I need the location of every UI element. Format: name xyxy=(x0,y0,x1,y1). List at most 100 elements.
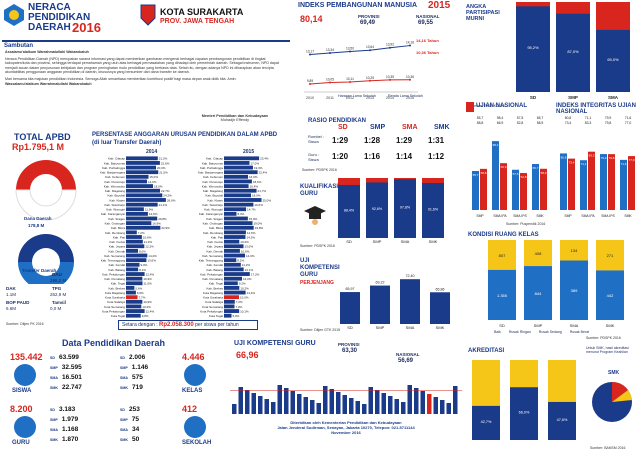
persen-value: 7,0% xyxy=(236,305,243,309)
persen-label: Kab. Klaten xyxy=(109,198,125,202)
persen-label: Kab. Wonosobo xyxy=(104,184,126,188)
siswa-row-level: SMA xyxy=(50,375,58,380)
ipm-point xyxy=(369,79,371,82)
persen-value: 10,6% xyxy=(241,249,250,253)
persen-label: Kab. Karanganyar xyxy=(101,212,125,216)
persen-label: Kab. Purbalingga xyxy=(102,166,125,170)
akred-cat: SD xyxy=(483,443,489,444)
persen-value: 12,4% xyxy=(146,272,155,276)
persen-label: Kab. Pati xyxy=(211,235,224,239)
persen-label: Kab. Banjarnegara xyxy=(198,171,223,175)
iiun-table-value: 73,4 xyxy=(565,121,572,125)
apm-cat: SMA xyxy=(608,95,619,100)
persen-bar xyxy=(126,202,158,207)
kualifikasi-panel: KUALIFIKASI GURU 88,4% SD 92,6% SMP 97,8% SMA… xyxy=(298,174,462,252)
un-bar xyxy=(472,171,479,210)
persen-value: 12,0% xyxy=(243,277,252,281)
city-name: KOTA SURAKARTA xyxy=(160,7,244,17)
iiun-chart: 80,8 71,1 79,9 71,673,4 83,3 79,8 77,080,873,4… xyxy=(560,116,635,218)
persen-label: Kota Salatiga xyxy=(107,300,125,304)
un-cat: SMA IPA xyxy=(493,214,507,218)
kondisi-leg-ringan: Rusak Ringan xyxy=(508,330,531,334)
ukgd-value: 66,96 xyxy=(236,350,259,360)
persen-bar xyxy=(126,286,135,290)
title-year: 2016 xyxy=(72,20,101,35)
persen-bar xyxy=(126,244,145,249)
persen-label: Kab. Cilacap xyxy=(206,157,223,161)
iiun-bar xyxy=(608,154,615,210)
rasio-col-sma: SMA xyxy=(402,124,418,131)
ukg-title4: PERJENJANG xyxy=(300,280,334,286)
footer-l1: Diterbitkan oleh Kementerian Pendidikan … xyxy=(290,420,402,425)
guru-icon xyxy=(14,416,36,438)
persen-value: 12,2% xyxy=(145,245,154,249)
persen-label: Kab. Demak xyxy=(108,249,125,253)
kondisi-title: KONDISI RUANG KELAS xyxy=(468,232,539,238)
persen-bar xyxy=(224,193,251,198)
ipm-nas-label: NASIONAL xyxy=(416,14,440,19)
apm-cat: SD xyxy=(530,95,537,100)
persen-panel: PERSENTASE ANGGARAN URUSAN PENDIDIKAN DA… xyxy=(88,130,288,333)
un-table-value: 58,9 xyxy=(537,121,544,125)
persen-value: 9,2% xyxy=(239,282,246,286)
ipm-legend-1: Harapan Lama Sekolah xyxy=(338,94,376,98)
persen-value: 25,0% xyxy=(263,198,272,202)
ukg-bar xyxy=(340,292,360,324)
ipm-point-label: 13,17 xyxy=(306,49,314,53)
persen-label: Kab. Semarang xyxy=(104,254,125,258)
kondisi-bar-ringan xyxy=(524,240,552,267)
kelas-row-value: 719 xyxy=(132,384,143,391)
persen-label: Kab. Demak xyxy=(206,249,223,253)
kondisi-leg-sedang: Rusak Sedang xyxy=(538,330,562,334)
persen-label: Kab. Pemalang xyxy=(202,277,223,281)
persen-value: 7,2% xyxy=(138,231,145,235)
setara-value: Rp2.058.300 xyxy=(158,322,194,328)
ukg-cat: SMA xyxy=(406,325,415,330)
ukgd-nas-value: 56,69 xyxy=(398,358,414,364)
un-cat: SMA IPS xyxy=(513,214,527,218)
un-table-value: 52,8 xyxy=(517,121,524,125)
rasio-source: Sumber: PDSPK 2016 xyxy=(302,168,337,172)
persen-label: Kab. Pekalongan xyxy=(102,272,125,276)
persen-bar xyxy=(126,313,141,318)
kondisi-leg-berat: Rusak Berat xyxy=(569,330,590,334)
persen-bar xyxy=(224,286,240,290)
persen-label: Kab. Sukoharjo xyxy=(202,203,223,207)
ukgd-bar xyxy=(245,390,250,414)
persen-bar xyxy=(224,188,257,193)
un-cat: SMP xyxy=(476,214,484,218)
ipm-xtick: 2011 xyxy=(326,96,334,100)
persen-bar xyxy=(126,299,143,304)
ukg-panel: UJI KOMPETENSI GURU PERJENJANG 65,97 SD 69… xyxy=(298,254,462,336)
persen-label: Kab. Jepara xyxy=(207,245,224,249)
persen-bar xyxy=(224,295,239,300)
ipm-prov-value: 69,49 xyxy=(360,20,376,26)
kual-bar xyxy=(338,184,360,238)
persen-label: Kota Salatiga xyxy=(205,300,223,304)
iiun-cat: SMK xyxy=(624,214,632,218)
persen-bar xyxy=(224,290,246,295)
dana-daerah-arc xyxy=(16,160,76,190)
kondisi-baik-value: 1.355 xyxy=(497,293,508,298)
persen-label: Kab. Banyumas xyxy=(104,161,126,165)
kelas-icon xyxy=(184,364,206,386)
un-title: UJIAN NASIONAL xyxy=(476,103,528,109)
iiun-cat: SMA IPS xyxy=(601,214,615,218)
persen-bar xyxy=(126,156,158,161)
siswa-row-level: SD xyxy=(50,355,55,360)
ipm-point-label: 10,11 xyxy=(346,77,354,81)
persen-value: 7,7% xyxy=(139,296,146,300)
un-table-value: 98,4 xyxy=(497,116,504,120)
siswa-row: SMP 32.595 xyxy=(50,364,82,371)
data-panel: Data Pendidikan Daerah 135.442 SISWA SD 63.… xyxy=(2,336,226,453)
persen-label: Kab. Karanganyar xyxy=(199,212,223,216)
persen-value: 19,6% xyxy=(254,203,263,207)
akred-bar-b xyxy=(472,360,500,406)
title-neraca: NERACA xyxy=(28,2,71,13)
persen-value: 16,0% xyxy=(249,175,258,179)
bop-label: BOP PAUD xyxy=(6,300,30,305)
persen-value: 21,5% xyxy=(159,171,168,175)
persen-label: Kab. Wonogiri xyxy=(106,208,125,212)
persen-bar xyxy=(224,281,238,286)
akred-value: 66,0% xyxy=(519,411,530,415)
